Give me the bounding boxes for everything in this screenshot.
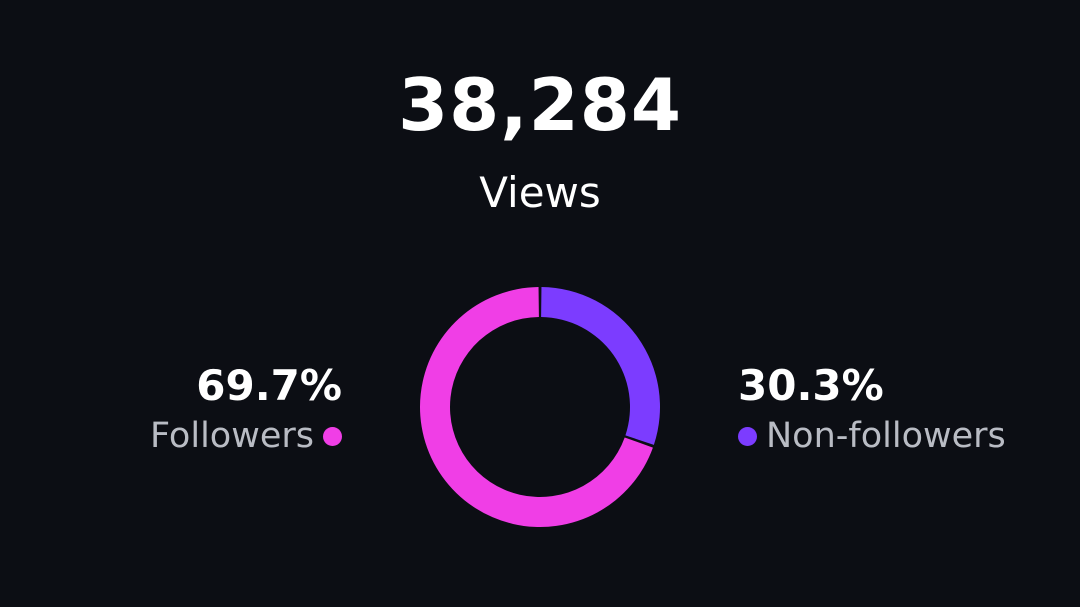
non-followers-dot-icon: [738, 426, 757, 446]
views-total: 38,284: [398, 63, 682, 147]
non-followers-percent: 30.3%: [738, 361, 884, 410]
followers-label: Followers: [150, 416, 314, 456]
non-followers-label: Non-followers: [766, 416, 1006, 456]
views-label: Views: [479, 168, 601, 217]
stat-non-followers: 30.3% Non-followers: [738, 360, 1006, 460]
non-followers-legend: Non-followers: [738, 412, 1006, 460]
followers-percent: 69.7%: [196, 361, 342, 410]
audience-donut-chart: [420, 287, 660, 527]
followers-legend: Followers: [150, 412, 342, 460]
donut-slice-non-followers: [541, 287, 660, 445]
stat-followers: 69.7% Followers: [150, 360, 342, 460]
followers-dot-icon: [323, 426, 342, 446]
